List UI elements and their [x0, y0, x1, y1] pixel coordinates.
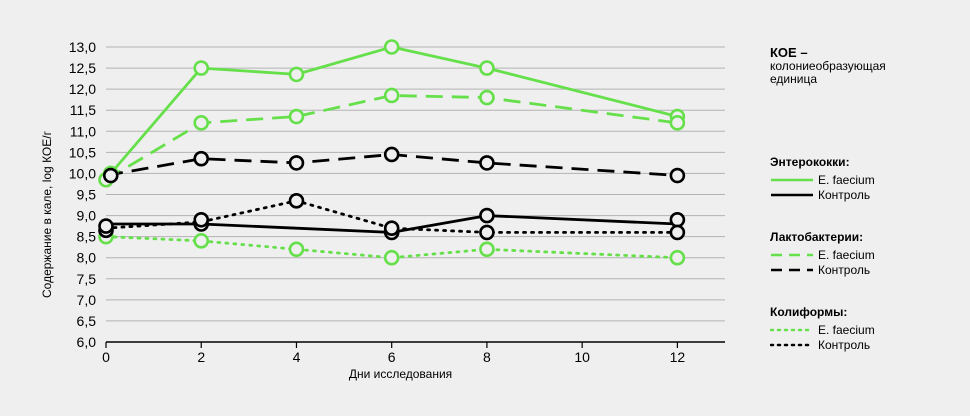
data-point	[288, 108, 305, 125]
data-point	[479, 241, 495, 258]
legend-label: E. faecium	[818, 247, 875, 262]
line-chart: 6,0 6,5 7,0 7,5 8,0 8,5 9,0 9,5 10,0 10,5 11,0 11,5…	[40, 39, 725, 381]
x-tick-label: 4	[293, 349, 301, 365]
y-tick-label: 10,5	[69, 144, 96, 160]
y-tick-label: 8,0	[77, 250, 97, 266]
y-tick-label: 10,0	[69, 165, 96, 181]
legend-swatch	[771, 193, 813, 196]
data-point	[98, 218, 114, 234]
data-point	[669, 211, 686, 228]
note-text: колониеобразующая единица	[770, 59, 886, 86]
data-point	[479, 155, 495, 171]
series-line	[105, 94, 678, 182]
y-tick-label: 12,0	[69, 81, 96, 97]
data-point	[193, 60, 210, 76]
data-point	[479, 224, 495, 241]
data-point	[193, 150, 210, 167]
x-tick-label: 12	[670, 349, 686, 365]
data-point	[102, 167, 119, 184]
data-point	[193, 115, 210, 131]
y-tick-label: 13,0	[69, 39, 96, 55]
data-point	[479, 60, 495, 76]
legend-swatch	[771, 253, 813, 256]
y-tick-label: 11,5	[70, 102, 96, 118]
y-tick-label: 12,5	[69, 60, 96, 76]
legend-label: Контроль	[818, 262, 871, 277]
x-tick-label: 0	[102, 349, 110, 365]
x-tick-label: 2	[197, 349, 205, 365]
data-point	[669, 115, 686, 131]
legend-item: Контроль	[770, 187, 960, 202]
legend-swatch	[771, 178, 813, 181]
data-point	[383, 39, 400, 55]
y-tick-label: 6,0	[77, 334, 97, 350]
x-tick-label: 10	[574, 349, 590, 365]
legend-label: Контроль	[818, 337, 871, 352]
data-point	[288, 193, 305, 209]
data-point	[288, 241, 305, 258]
legend-label: Контроль	[818, 187, 871, 202]
legend-swatch	[771, 268, 813, 271]
series-line	[104, 199, 679, 234]
series-line	[105, 153, 678, 177]
y-tick-label: 7,5	[77, 271, 97, 287]
data-point	[193, 233, 210, 249]
y-tick-label: 11,0	[70, 123, 96, 139]
y-tick-label: 9,0	[77, 208, 97, 224]
note-title: КОЕ –	[770, 45, 808, 60]
y-tick-label: 6,5	[77, 313, 97, 329]
legend-swatch	[770, 328, 814, 331]
y-tick-label: 8,5	[77, 229, 97, 245]
legend-item: E. faecium	[770, 247, 960, 262]
data-point	[479, 207, 495, 224]
x-tick-label: 8	[483, 349, 491, 365]
series-line	[109, 45, 678, 175]
data-point	[383, 220, 400, 237]
legend-label: E. faecium	[818, 172, 875, 187]
legend-group-coliforms: Колиформы: E. faecium Контроль	[770, 305, 960, 352]
y-tick-label: 7,0	[77, 292, 97, 308]
series-line	[104, 235, 679, 260]
legend-group-enterococci: Энтерококки: E. faecium Контроль	[770, 155, 960, 202]
y-tick-label: 9,5	[77, 187, 97, 203]
data-point	[669, 167, 686, 184]
legend-item: E. faecium	[770, 172, 960, 187]
legend-label: E. faecium	[818, 322, 875, 337]
data-point	[288, 155, 305, 171]
legend-group-title: Лактобактерии:	[770, 230, 864, 244]
legend-group-lactobacilli: Лактобактерии: E. faecium Контроль	[770, 230, 960, 277]
x-axis-label: Дни исследования	[349, 367, 452, 381]
legend-item: Контроль	[770, 337, 960, 352]
data-point	[669, 224, 686, 241]
legend-item: Контроль	[770, 262, 960, 277]
y-axis-label: Содержание в кале, log КОЕ/г	[40, 130, 54, 298]
data-point	[383, 87, 400, 104]
legend-note: КОЕ – колониеобразующая единица	[770, 46, 920, 86]
data-point	[288, 66, 305, 83]
legend-swatch	[770, 343, 814, 346]
x-tick-label: 6	[388, 349, 396, 365]
data-point	[383, 146, 400, 163]
data-point	[669, 249, 686, 266]
data-point	[479, 89, 495, 106]
data-point	[193, 211, 210, 228]
data-point	[383, 249, 400, 266]
legend-group-title: Колиформы:	[770, 305, 848, 319]
legend-item: E. faecium	[770, 322, 960, 337]
legend-group-title: Энтерококки:	[770, 155, 850, 169]
